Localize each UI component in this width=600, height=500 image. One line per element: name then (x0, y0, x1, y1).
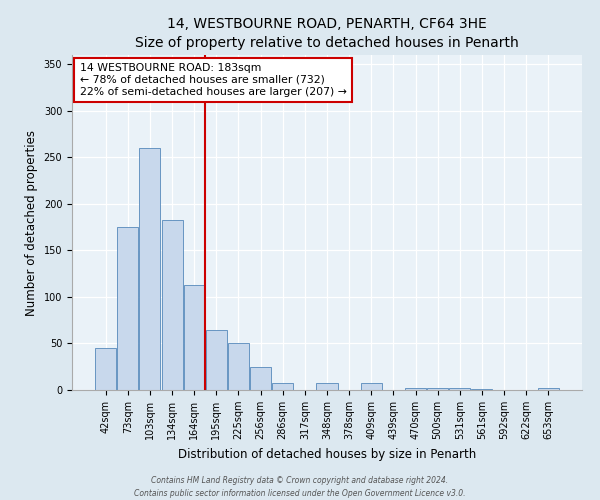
Bar (405, 388, 426, 390)
Bar (184, 285, 205, 390)
Bar (472, 389, 493, 390)
Bar (316, 382, 338, 390)
Bar (161, 220, 182, 390)
Text: Contains HM Land Registry data © Crown copyright and database right 2024.
Contai: Contains HM Land Registry data © Crown c… (134, 476, 466, 498)
X-axis label: Distribution of detached houses by size in Penarth: Distribution of detached houses by size … (178, 448, 476, 460)
Bar (272, 382, 293, 390)
Title: 14, WESTBOURNE ROAD, PENARTH, CF64 3HE
Size of property relative to detached hou: 14, WESTBOURNE ROAD, PENARTH, CF64 3HE S… (135, 18, 519, 50)
Bar (361, 384, 382, 390)
Bar (95, 348, 116, 390)
Bar (206, 330, 227, 390)
Text: 14 WESTBOURNE ROAD: 183sqm
← 78% of detached houses are smaller (732)
22% of sem: 14 WESTBOURNE ROAD: 183sqm ← 78% of deta… (80, 64, 347, 96)
Bar (250, 366, 271, 390)
Bar (538, 388, 559, 390)
Bar (228, 344, 249, 390)
Bar (427, 388, 448, 390)
Bar (449, 388, 470, 390)
Bar (118, 227, 139, 390)
Y-axis label: Number of detached properties: Number of detached properties (25, 130, 38, 316)
Bar (139, 148, 160, 390)
